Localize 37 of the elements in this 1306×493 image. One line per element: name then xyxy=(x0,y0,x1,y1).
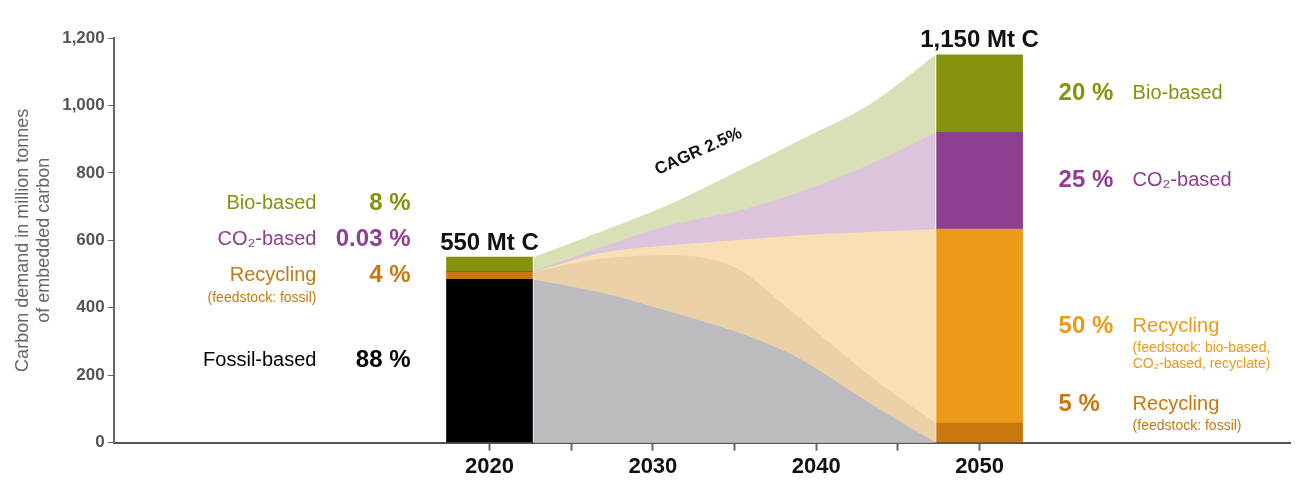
x-tick-label: 2050 xyxy=(955,452,1005,478)
x-tick-label: 2030 xyxy=(628,452,678,478)
y-tick-label: 400 xyxy=(76,297,105,317)
y-tick-label: 0 xyxy=(95,432,105,452)
text: CO₂-based xyxy=(1132,168,1232,191)
bar xyxy=(446,256,533,272)
text: Recycling (feedstock: bio-based, CO₂-based, recyclate) xyxy=(1132,313,1271,371)
annotation: 88 % xyxy=(355,345,411,373)
y-tick-label: 800 xyxy=(76,162,105,182)
y-tick-label: 200 xyxy=(76,364,105,384)
annotation: 50 % xyxy=(1058,310,1114,338)
annotation: 550 Mt C xyxy=(440,227,539,255)
text: Bio-based xyxy=(1132,81,1223,104)
annotation: 5 % xyxy=(1058,389,1100,417)
bar xyxy=(936,422,1023,443)
annotation: 25 % xyxy=(1058,165,1114,193)
text: Bio-based xyxy=(226,191,317,214)
y-tick-label: 1,000 xyxy=(62,95,105,115)
bar xyxy=(936,228,1023,424)
text: Recycling (feedstock: fossil) xyxy=(1132,392,1242,434)
annotation: 0.03 % xyxy=(335,224,411,252)
annotation: 8 % xyxy=(369,188,411,216)
bar xyxy=(936,54,1023,133)
text: CO₂-based xyxy=(217,227,317,250)
annotation: 1,150 Mt C xyxy=(920,25,1039,53)
x-tick-label: 2020 xyxy=(465,452,514,478)
annotation: 4 % xyxy=(369,260,411,288)
annotation: 20 % xyxy=(1058,78,1114,106)
bar xyxy=(446,271,533,280)
bar xyxy=(936,132,1023,230)
y-tick-label: 1,200 xyxy=(62,27,105,47)
x-tick-label: 2040 xyxy=(791,452,841,478)
text: Fossil-based xyxy=(203,348,317,371)
y-tick-label: 600 xyxy=(76,229,105,249)
y-axis-title: Carbon demand in million tonnes of embedded carbon xyxy=(11,108,54,372)
text: Recycling (feedstock: fossil) xyxy=(207,263,317,305)
bar xyxy=(446,279,533,443)
